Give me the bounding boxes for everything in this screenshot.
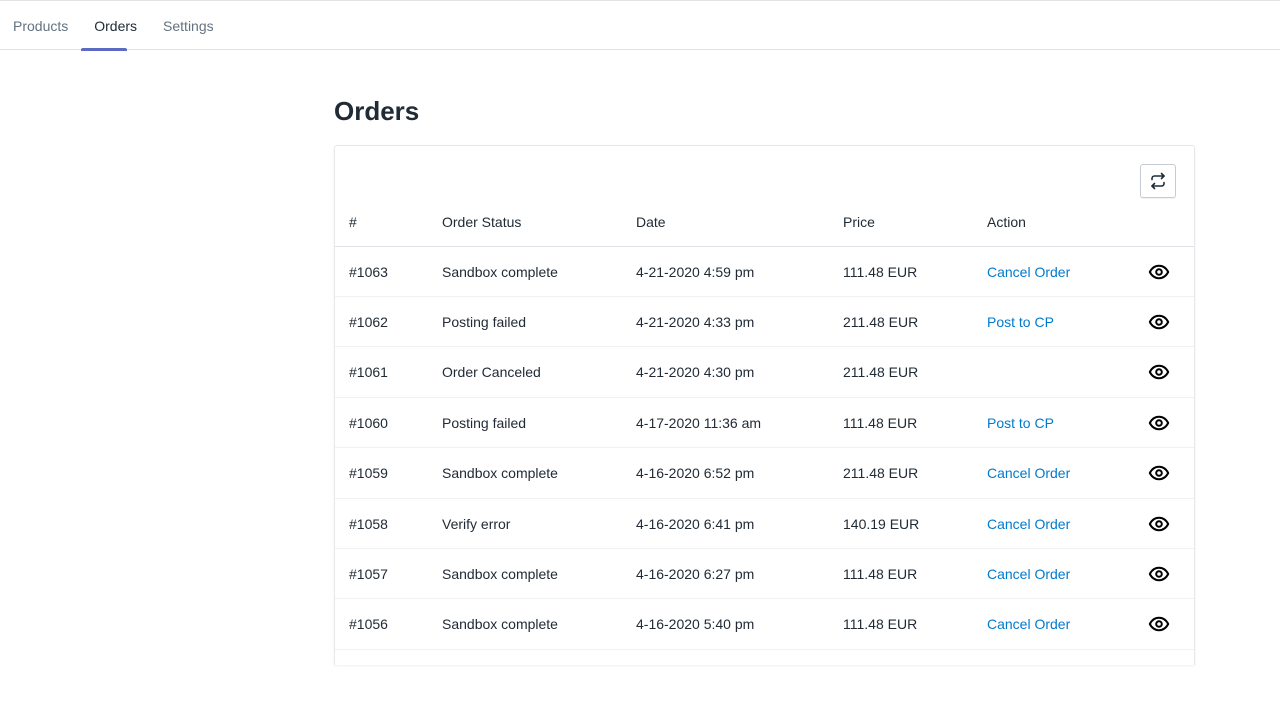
refresh-button[interactable] [1140, 164, 1176, 198]
active-tab-indicator [81, 48, 128, 51]
header-action: Action [987, 214, 1026, 230]
order-action-link[interactable]: Post to CP [987, 414, 1054, 431]
order-number: #1057 [349, 565, 388, 582]
header-order-status: Order Status [442, 214, 522, 230]
tab-label: Orders [94, 17, 138, 34]
order-price: 111.48 EUR [843, 263, 918, 280]
order-date: 4-16-2020 5:40 pm [636, 616, 755, 633]
view-order-button[interactable] [1147, 549, 1171, 598]
order-number: #1058 [349, 515, 388, 532]
view-order-button[interactable] [1147, 449, 1171, 498]
order-date: 4-21-2020 4:30 pm [636, 364, 755, 381]
order-price: 140.19 EUR [843, 515, 920, 532]
table-row: #1063 Sandbox complete 4-21-2020 4:59 pm 11… [335, 247, 1194, 297]
top-navigation: Products Orders Settings [0, 0, 1280, 51]
order-date: 4-21-2020 4:33 pm [636, 313, 755, 330]
page-title: Orders [334, 96, 420, 126]
order-action-link[interactable]: Post to CP [987, 313, 1054, 330]
order-date: 4-21-2020 4:59 pm [636, 263, 755, 280]
order-price: 111.48 EUR [843, 414, 918, 431]
order-price: 211.48 EUR [843, 465, 919, 482]
order-status: Sandbox complete [442, 465, 558, 482]
eye-icon [1148, 566, 1170, 582]
order-price: 211.48 EUR [843, 313, 919, 330]
table-row: #1060 Posting failed 4-17-2020 11:36 am 111… [335, 398, 1194, 449]
table-row: #1058 Verify error 4-16-2020 6:41 pm 140.19… [335, 499, 1194, 549]
orders-card: # Order Status Date Price Action #1063 Sa… [334, 145, 1195, 665]
view-order-button[interactable] [1147, 499, 1171, 548]
table-row: #1062 Posting failed 4-21-2020 4:33 pm 211.… [335, 297, 1194, 348]
header-number: # [349, 214, 357, 230]
eye-icon [1148, 365, 1170, 380]
order-number: #1059 [349, 465, 388, 482]
order-status: Verify error [442, 515, 511, 532]
table-header: # Order Status Date Price Action [335, 198, 1194, 247]
order-action-link[interactable]: Cancel Order [987, 565, 1071, 582]
order-status: Posting failed [442, 313, 527, 330]
order-number: #1056 [349, 616, 388, 633]
tab-products[interactable]: Products [0, 1, 81, 50]
tab-label: Settings [163, 17, 214, 34]
table-row: #1059 Sandbox complete 4-16-2020 6:52 pm 21… [335, 449, 1194, 499]
eye-icon [1148, 617, 1170, 632]
view-order-button[interactable] [1147, 600, 1171, 649]
refresh-arrows-icon [1151, 172, 1165, 190]
order-action-link[interactable]: Cancel Order [987, 616, 1071, 633]
order-date: 4-16-2020 6:27 pm [636, 565, 755, 582]
order-date: 4-16-2020 6:41 pm [636, 515, 755, 532]
order-action-link[interactable]: Cancel Order [987, 515, 1071, 532]
table-row: #1056 Sandbox complete 4-16-2020 5:40 pm 11… [335, 600, 1194, 650]
view-order-button[interactable] [1147, 398, 1171, 447]
view-order-button[interactable] [1147, 297, 1171, 346]
table-row: #1061 Order Canceled 4-21-2020 4:30 pm 211.… [335, 348, 1194, 398]
order-status: Order Canceled [442, 364, 541, 381]
order-price: 111.48 EUR [843, 565, 918, 582]
eye-icon [1148, 415, 1170, 430]
table-row: #1057 Sandbox complete 4-16-2020 6:27 pm 11… [335, 549, 1194, 600]
order-number: #1063 [349, 263, 388, 280]
eye-icon [1148, 264, 1170, 279]
eye-icon [1148, 516, 1170, 531]
order-date: 4-16-2020 6:52 pm [636, 465, 755, 482]
order-action-link[interactable]: Cancel Order [987, 465, 1071, 482]
tab-settings[interactable]: Settings [150, 1, 227, 50]
order-price: 111.48 EUR [843, 616, 918, 633]
nav-tabs: Products Orders Settings [0, 1, 227, 51]
order-date: 4-17-2020 11:36 am [636, 414, 762, 431]
order-number: #1060 [349, 414, 388, 431]
order-status: Sandbox complete [442, 565, 558, 582]
tab-label: Products [13, 17, 69, 34]
order-status: Posting failed [442, 414, 527, 431]
tab-orders[interactable]: Orders [81, 1, 150, 51]
order-status: Sandbox complete [442, 616, 558, 633]
view-order-button[interactable] [1147, 247, 1171, 296]
header-price: Price [843, 214, 875, 230]
order-status: Sandbox complete [442, 263, 558, 280]
order-price: 211.48 EUR [843, 364, 919, 381]
view-order-button[interactable] [1147, 348, 1171, 397]
header-date: Date [636, 214, 666, 230]
order-number: #1061 [349, 364, 388, 381]
order-action-link[interactable]: Cancel Order [987, 263, 1071, 280]
eye-icon [1148, 465, 1170, 481]
order-number: #1062 [349, 313, 388, 330]
eye-icon [1148, 314, 1170, 330]
